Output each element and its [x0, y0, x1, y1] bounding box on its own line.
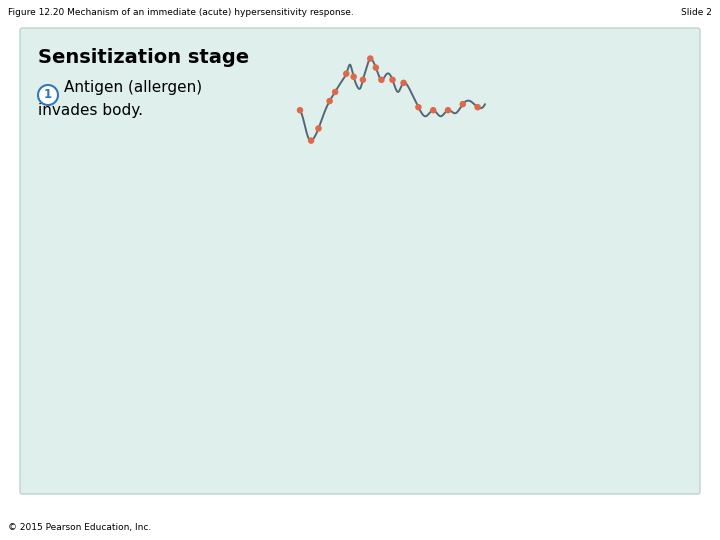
Text: Sensitization stage: Sensitization stage [38, 48, 249, 67]
Text: 1: 1 [44, 89, 52, 102]
Point [305, 136, 317, 145]
Point [398, 78, 410, 87]
Point [442, 106, 454, 114]
Point [376, 76, 387, 84]
FancyBboxPatch shape [20, 28, 700, 494]
Text: Figure 12.20 Mechanism of an immediate (acute) hypersensitivity response.: Figure 12.20 Mechanism of an immediate (… [8, 8, 354, 17]
Text: Slide 2: Slide 2 [681, 8, 712, 17]
Text: Antigen (allergen): Antigen (allergen) [64, 80, 202, 95]
Point [294, 106, 306, 114]
Point [312, 124, 324, 133]
Circle shape [38, 85, 58, 105]
Point [370, 63, 382, 72]
Point [413, 103, 424, 111]
Point [457, 100, 469, 109]
Text: © 2015 Pearson Education, Inc.: © 2015 Pearson Education, Inc. [8, 523, 151, 532]
Point [387, 76, 398, 84]
Point [324, 97, 336, 105]
Text: invades body.: invades body. [38, 103, 143, 118]
Point [341, 70, 352, 78]
Point [364, 54, 376, 63]
Point [329, 87, 341, 96]
Point [348, 72, 359, 81]
Point [428, 106, 439, 114]
Point [357, 76, 369, 84]
Point [472, 103, 483, 111]
